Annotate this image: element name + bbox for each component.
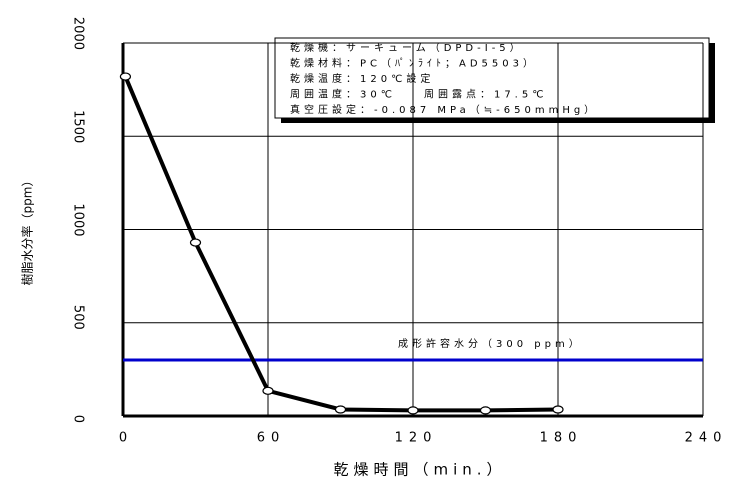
data-point [119, 72, 132, 81]
y-tick-label: 0 [71, 415, 86, 423]
annotation: 乾燥機：サーキューム（DPD-I-5） [290, 41, 524, 54]
annotation: 乾燥温度：120℃設定 [290, 72, 434, 85]
data-point [479, 406, 492, 415]
y-axis-label: 樹脂水分率（ppm） [20, 175, 35, 286]
data-point [334, 405, 347, 414]
annotation: 周囲温度：30℃ 周囲露点：17.5℃ [290, 88, 547, 101]
x-tick-label: 120 [395, 431, 438, 446]
data-point [262, 386, 274, 395]
x-tick-label: 180 [540, 431, 583, 446]
data-point [552, 405, 564, 414]
legend-box [274, 37, 710, 119]
reference-label: 成形許容水分（300 ppm） [398, 337, 583, 350]
y-tick-label: 500 [71, 305, 86, 330]
y-tick-label: 2000 [71, 17, 86, 50]
x-tick-label: 240 [685, 431, 728, 446]
data-point [189, 238, 202, 247]
data-point [407, 406, 419, 415]
annotation: 乾燥材料：PC（ﾊﾟﾝﾗｲﾄ；AD5503） [290, 57, 537, 70]
x-axis-label: 乾燥時間（min.） [333, 461, 506, 479]
y-tick-label: 1000 [71, 203, 86, 236]
x-tick-label: 60 [257, 431, 286, 446]
x-tick-label: 0 [119, 431, 133, 446]
annotation: 真空圧設定：-0.087 MPa（≒-650mmHg） [290, 103, 598, 116]
y-tick-label: 1500 [71, 110, 86, 143]
